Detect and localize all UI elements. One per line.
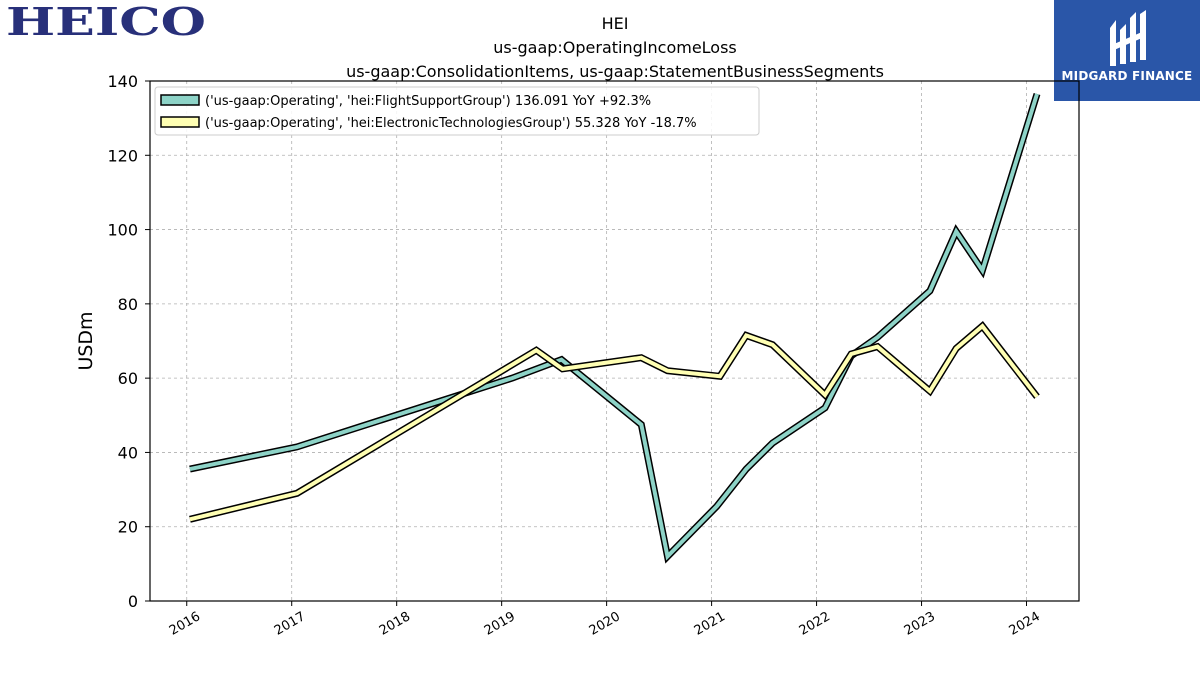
legend-entry-label: ('us-gaap:Operating', 'hei:ElectronicTec… bbox=[205, 116, 697, 131]
y-tick-label: 40 bbox=[118, 443, 138, 462]
midgard-emblem-icon bbox=[1110, 10, 1146, 66]
chart-subtitle-2: us-gaap:ConsolidationItems, us-gaap:Stat… bbox=[346, 62, 884, 81]
y-tick-label: 20 bbox=[118, 518, 138, 537]
chart-title: HEI bbox=[601, 14, 629, 33]
x-axis: 2016 2017 2018 2019 2020 2021 2022 2023 2024 bbox=[167, 601, 1043, 639]
heico-logo: HEICO bbox=[6, 0, 206, 42]
x-tick-label: 2018 bbox=[377, 609, 413, 639]
legend-entry-label: ('us-gaap:Operating', 'hei:FlightSupport… bbox=[205, 94, 651, 109]
chart-subtitle-1: us-gaap:OperatingIncomeLoss bbox=[493, 38, 737, 57]
grid bbox=[150, 80, 1079, 602]
legend: ('us-gaap:Operating', 'hei:FlightSupport… bbox=[154, 86, 760, 136]
y-axis: 0 20 40 60 80 100 120 140 bbox=[107, 72, 150, 611]
y-tick-label: 60 bbox=[118, 369, 138, 388]
x-tick-label: 2022 bbox=[797, 609, 833, 639]
series-line-outline bbox=[189, 92, 1041, 564]
x-tick-label: 2020 bbox=[587, 609, 623, 639]
x-tick-label: 2024 bbox=[1007, 609, 1043, 639]
y-axis-label: USDm bbox=[75, 311, 97, 370]
x-tick-label: 2016 bbox=[167, 609, 203, 639]
x-tick-label: 2023 bbox=[902, 609, 938, 639]
y-tick-label: 100 bbox=[107, 221, 138, 240]
plot-frame bbox=[149, 80, 1080, 602]
midgard-finance-logo: MIDGARD FINANCE bbox=[1054, 0, 1200, 101]
series-line bbox=[189, 323, 1039, 522]
legend-swatch bbox=[160, 116, 200, 128]
y-tick-label: 140 bbox=[107, 72, 138, 91]
y-tick-label: 80 bbox=[118, 295, 138, 314]
x-tick-label: 2019 bbox=[482, 609, 518, 639]
series-line-outline bbox=[189, 321, 1040, 523]
legend-swatch bbox=[160, 94, 200, 106]
x-tick-label: 2017 bbox=[272, 609, 308, 639]
legend-box bbox=[154, 86, 760, 136]
x-tick-label: 2021 bbox=[692, 609, 728, 639]
heico-logo-text: HEICO bbox=[6, 0, 206, 42]
midgard-logo-text: MIDGARD FINANCE bbox=[1061, 69, 1193, 83]
y-tick-label: 120 bbox=[107, 146, 138, 165]
series-lines bbox=[189, 92, 1041, 564]
chart-titles: HEI us-gaap:OperatingIncomeLoss us-gaap:… bbox=[215, 12, 1015, 84]
y-tick-label: 0 bbox=[128, 592, 138, 611]
series-line bbox=[189, 93, 1039, 561]
